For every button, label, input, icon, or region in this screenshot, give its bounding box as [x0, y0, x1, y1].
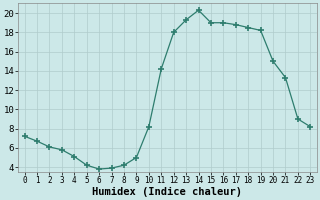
X-axis label: Humidex (Indice chaleur): Humidex (Indice chaleur): [92, 186, 243, 197]
